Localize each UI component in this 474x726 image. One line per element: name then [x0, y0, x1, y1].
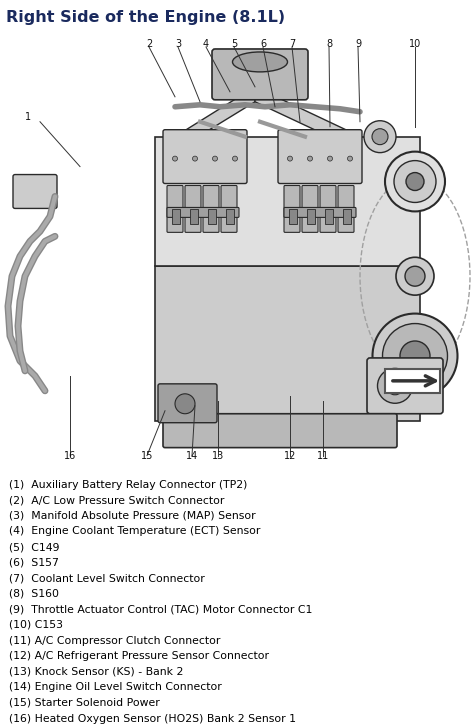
- Bar: [289, 209, 297, 224]
- FancyBboxPatch shape: [367, 358, 443, 414]
- FancyBboxPatch shape: [13, 174, 57, 208]
- Text: Right Side of the Engine (8.1L): Right Side of the Engine (8.1L): [6, 10, 285, 25]
- Text: (1)  Auxiliary Battery Relay Connector (TP2): (1) Auxiliary Battery Relay Connector (T…: [9, 480, 247, 489]
- Text: (8)  S160: (8) S160: [9, 589, 58, 599]
- Bar: [343, 209, 351, 224]
- FancyBboxPatch shape: [163, 414, 397, 448]
- Ellipse shape: [308, 156, 312, 161]
- FancyBboxPatch shape: [385, 369, 440, 393]
- Text: 5: 5: [231, 39, 237, 49]
- Ellipse shape: [405, 266, 425, 286]
- Text: 14: 14: [186, 451, 198, 460]
- FancyBboxPatch shape: [278, 130, 362, 184]
- Text: 16: 16: [64, 451, 76, 460]
- Text: 6: 6: [260, 39, 266, 49]
- Text: 3: 3: [175, 39, 181, 49]
- Polygon shape: [255, 87, 350, 142]
- Text: (6)  S157: (6) S157: [9, 558, 58, 568]
- Bar: [208, 209, 216, 224]
- Text: (12) A/C Refrigerant Pressure Sensor Connector: (12) A/C Refrigerant Pressure Sensor Con…: [9, 651, 269, 661]
- Text: 9: 9: [355, 39, 361, 49]
- FancyBboxPatch shape: [284, 186, 300, 232]
- Text: 2: 2: [146, 39, 152, 49]
- Ellipse shape: [377, 368, 412, 403]
- Ellipse shape: [385, 152, 445, 211]
- Text: (9)  Throttle Actuator Control (TAC) Motor Connector C1: (9) Throttle Actuator Control (TAC) Moto…: [9, 604, 312, 614]
- Bar: [226, 209, 234, 224]
- Bar: [325, 209, 333, 224]
- Text: 10: 10: [409, 39, 421, 49]
- Bar: [190, 209, 198, 224]
- FancyBboxPatch shape: [158, 384, 217, 423]
- FancyBboxPatch shape: [163, 130, 247, 184]
- Text: 1: 1: [25, 112, 31, 122]
- FancyBboxPatch shape: [155, 266, 420, 420]
- Text: (10) C153: (10) C153: [9, 620, 63, 630]
- FancyBboxPatch shape: [155, 136, 420, 266]
- Ellipse shape: [233, 52, 288, 72]
- Ellipse shape: [233, 156, 237, 161]
- Ellipse shape: [383, 324, 447, 388]
- Text: (11) A/C Compressor Clutch Connector: (11) A/C Compressor Clutch Connector: [9, 635, 220, 645]
- Text: 15: 15: [141, 451, 153, 460]
- Ellipse shape: [373, 314, 457, 399]
- FancyBboxPatch shape: [212, 49, 308, 99]
- Ellipse shape: [288, 156, 292, 161]
- FancyBboxPatch shape: [185, 186, 201, 232]
- Polygon shape: [175, 87, 255, 142]
- Text: (15) Starter Solenoid Power: (15) Starter Solenoid Power: [9, 698, 159, 708]
- Ellipse shape: [212, 156, 218, 161]
- Text: 11: 11: [317, 451, 329, 460]
- Text: (3)  Manifold Absolute Pressure (MAP) Sensor: (3) Manifold Absolute Pressure (MAP) Sen…: [9, 511, 255, 521]
- Text: 13: 13: [212, 451, 224, 460]
- FancyBboxPatch shape: [320, 186, 336, 232]
- Text: (13) Knock Sensor (KS) - Bank 2: (13) Knock Sensor (KS) - Bank 2: [9, 666, 183, 677]
- Text: (5)  C149: (5) C149: [9, 542, 59, 552]
- Text: (2)  A/C Low Pressure Switch Connector: (2) A/C Low Pressure Switch Connector: [9, 495, 224, 505]
- Ellipse shape: [372, 129, 388, 144]
- FancyBboxPatch shape: [203, 186, 219, 232]
- Ellipse shape: [406, 173, 424, 190]
- Ellipse shape: [396, 257, 434, 295]
- FancyBboxPatch shape: [167, 208, 239, 217]
- Ellipse shape: [400, 341, 430, 371]
- Text: (14) Engine Oil Level Switch Connector: (14) Engine Oil Level Switch Connector: [9, 682, 221, 693]
- Text: (16) Heated Oxygen Sensor (HO2S) Bank 2 Sensor 1: (16) Heated Oxygen Sensor (HO2S) Bank 2 …: [9, 714, 295, 724]
- Ellipse shape: [192, 156, 198, 161]
- Text: 12: 12: [284, 451, 296, 460]
- Bar: [307, 209, 315, 224]
- Ellipse shape: [394, 160, 436, 203]
- FancyBboxPatch shape: [302, 186, 318, 232]
- Text: (4)  Engine Coolant Temperature (ECT) Sensor: (4) Engine Coolant Temperature (ECT) Sen…: [9, 526, 260, 537]
- Text: (7)  Coolant Level Switch Connector: (7) Coolant Level Switch Connector: [9, 574, 204, 583]
- FancyBboxPatch shape: [167, 186, 183, 232]
- Ellipse shape: [328, 156, 332, 161]
- Text: 8: 8: [326, 39, 332, 49]
- Text: 7: 7: [289, 39, 295, 49]
- Bar: [172, 209, 180, 224]
- Ellipse shape: [364, 121, 396, 152]
- Ellipse shape: [347, 156, 353, 161]
- FancyBboxPatch shape: [284, 208, 356, 217]
- Ellipse shape: [175, 393, 195, 414]
- FancyBboxPatch shape: [221, 186, 237, 232]
- Text: 4: 4: [203, 39, 209, 49]
- Ellipse shape: [173, 156, 177, 161]
- FancyBboxPatch shape: [338, 186, 354, 232]
- Ellipse shape: [386, 377, 404, 395]
